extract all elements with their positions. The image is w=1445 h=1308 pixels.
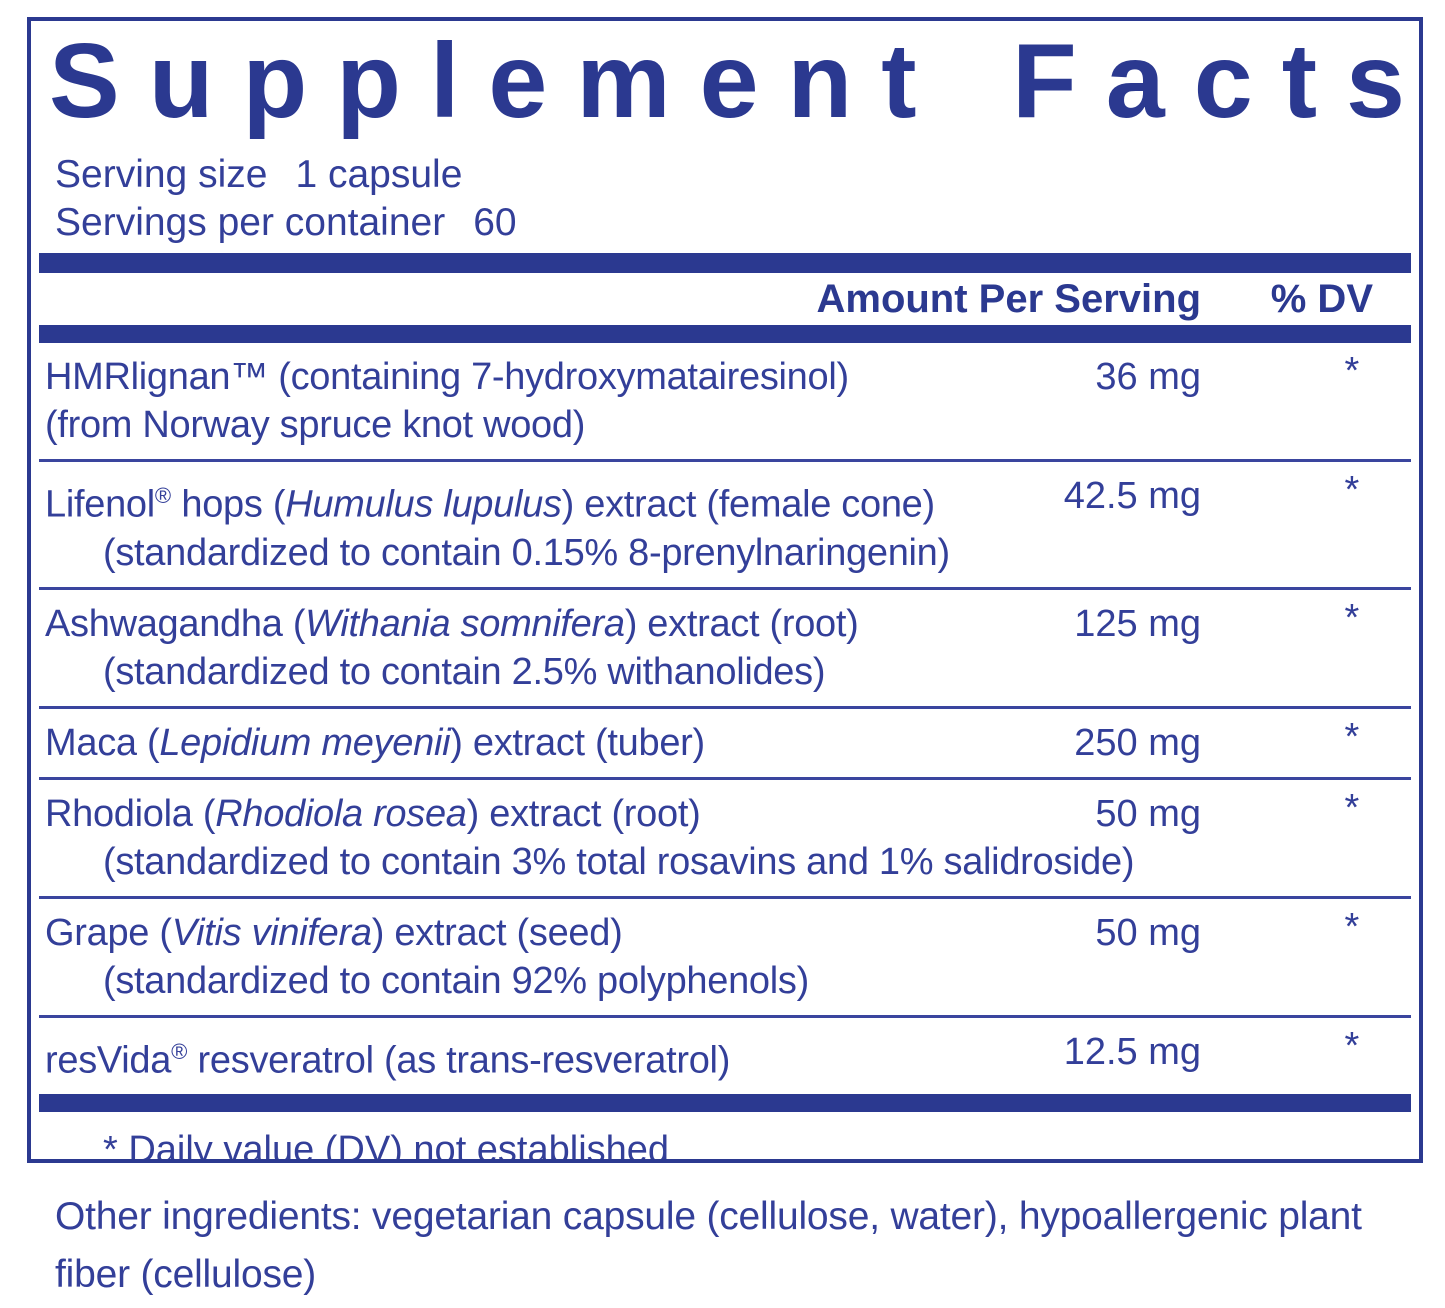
ingredient-name-line1: Lifenol® hops (Humulus lupulus) extract … [45, 483, 935, 526]
ingredient-rows: HMRlignan™ (containing 7-hydroxymataires… [39, 343, 1411, 1094]
ingredient-name: HMRlignan™ (containing 7-hydroxymataires… [45, 353, 1411, 449]
ingredient-amount: 125 mg [1074, 602, 1201, 645]
other-ingredients: Other ingredients: vegetarian capsule (c… [55, 1195, 1362, 1296]
ingredient-name-line2: (standardized to contain 0.15% 8-prenyln… [103, 531, 950, 574]
ingredient-name: Maca (Lepidium meyenii) extract (tuber) [45, 719, 1411, 767]
divider-bar-bottom [39, 1094, 1411, 1113]
ingredient-name-line1: Maca (Lepidium meyenii) extract (tuber) [45, 721, 705, 764]
amount-per-serving-header: Amount Per Serving [816, 277, 1201, 321]
divider-bar-top [39, 253, 1411, 273]
ingredient-name: Lifenol® hops (Humulus lupulus) extract … [45, 472, 1411, 577]
ingredient-dv: * [1344, 1024, 1360, 1067]
servings-per-container-line: Servings per container 60 [55, 199, 1411, 247]
ingredient-dv: * [1344, 350, 1360, 392]
supplement-facts-panel: Supplement Facts Serving size 1 capsule S… [27, 17, 1423, 1163]
divider-bar-mid [39, 325, 1411, 343]
ingredient-name-line2: (from Norway spruce knot wood) [45, 404, 586, 446]
ingredient-dv: * [1344, 715, 1360, 758]
ingredient-row: Maca (Lepidium meyenii) extract (tuber) 2… [39, 709, 1411, 780]
ingredient-dv: * [1344, 469, 1360, 511]
ingredient-amount: 250 mg [1074, 721, 1201, 764]
ingredient-row: Grape (Vitis vinifera) extract (seed) (st… [39, 899, 1411, 1018]
ingredient-amount: 36 mg [1095, 356, 1201, 398]
servings-per-container-label: Servings per container [55, 201, 446, 244]
ingredient-dv: * [1344, 596, 1360, 639]
percent-dv-header: % DV [1270, 277, 1373, 321]
ingredient-name-line1: Ashwagandha (Withania somnifera) extract… [45, 602, 859, 645]
ingredient-name-line2: (standardized to contain 3% total rosavi… [103, 840, 1135, 883]
ingredient-row: Lifenol® hops (Humulus lupulus) extract … [39, 462, 1411, 590]
ingredient-name: Ashwagandha (Withania somnifera) extract… [45, 600, 1411, 696]
column-header-row: Amount Per Serving % DV [39, 273, 1411, 325]
ingredient-amount: 50 mg [1095, 792, 1201, 835]
ingredient-name-line1: Rhodiola (Rhodiola rosea) extract (root) [45, 792, 701, 835]
serving-size-label: Serving size [55, 153, 268, 196]
ingredient-row: Ashwagandha (Withania somnifera) extract… [39, 590, 1411, 709]
ingredient-name-line1: HMRlignan™ (containing 7-hydroxymataires… [45, 356, 849, 398]
ingredient-dv: * [1344, 786, 1360, 829]
ingredient-amount: 50 mg [1095, 911, 1201, 954]
ingredient-name-line2: (standardized to contain 92% polyphenols… [103, 959, 809, 1002]
ingredient-amount: 12.5 mg [1063, 1030, 1201, 1073]
ingredient-row: Rhodiola (Rhodiola rosea) extract (root)… [39, 780, 1411, 899]
ingredient-name-line2: (standardized to contain 2.5% withanolid… [103, 650, 826, 693]
dv-footnote: * Daily value (DV) not established [103, 1129, 670, 1163]
ingredient-name-line1: Grape (Vitis vinifera) extract (seed) [45, 911, 623, 954]
ingredient-name: Grape (Vitis vinifera) extract (seed) (st… [45, 909, 1411, 1005]
ingredient-name: Rhodiola (Rhodiola rosea) extract (root)… [45, 790, 1411, 886]
serving-size-line: Serving size 1 capsule [55, 151, 1411, 199]
ingredient-amount: 42.5 mg [1063, 475, 1201, 517]
servings-per-container-value: 60 [473, 201, 517, 244]
ingredient-name-line1: resVida® resveratrol (as trans-resveratr… [45, 1038, 731, 1082]
ingredient-row: HMRlignan™ (containing 7-hydroxymataires… [39, 343, 1411, 462]
serving-size-value: 1 capsule [295, 153, 463, 196]
ingredient-row: resVida® resveratrol (as trans-resveratr… [39, 1018, 1411, 1095]
ingredient-dv: * [1344, 905, 1360, 948]
ingredient-name: resVida® resveratrol (as trans-resveratr… [45, 1028, 1411, 1085]
panel-title: Supplement Facts [49, 22, 1423, 140]
